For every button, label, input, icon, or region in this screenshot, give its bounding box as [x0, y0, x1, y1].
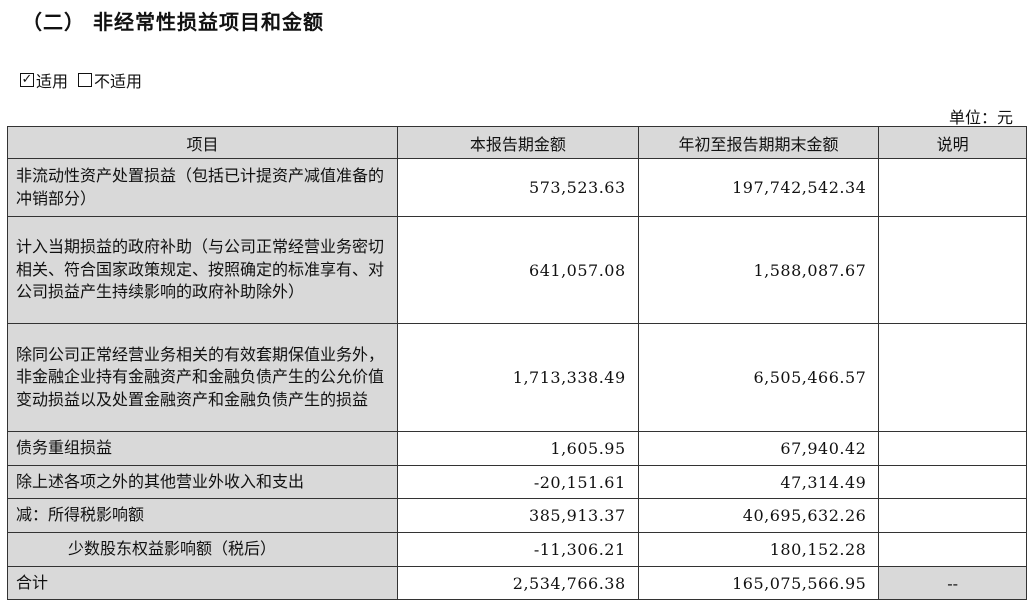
row-item: 非流动性资产处置损益（包括已计提资产减值准备的冲销部分） [6, 158, 399, 217]
row-note [878, 323, 1027, 432]
row-note [878, 431, 1027, 466]
row-ytd-amount: 197,742,542.34 [637, 158, 880, 217]
row-current-amount: 573,523.63 [397, 158, 639, 217]
row-ytd-amount: 1,588,087.67 [637, 216, 880, 324]
row-item: 债务重组损益 [6, 431, 399, 466]
table-row: 少数股东权益影响额（税后） -11,306.21 180,152.28 [6, 532, 1027, 567]
section-title: （二） 非经常性损益项目和金额 [22, 10, 324, 34]
row-note [878, 498, 1027, 533]
unit-label: 单位：元 [948, 108, 1013, 127]
row-ytd-amount: 67,940.42 [637, 431, 880, 466]
table-row: 合计 2,534,766.38 165,075,566.95 -- [6, 566, 1027, 600]
row-note [878, 532, 1027, 567]
table-row: 除上述各项之外的其他营业外收入和支出 -20,151.61 47,314.49 [6, 465, 1027, 499]
header-current: 本报告期金额 [397, 126, 639, 159]
row-item: 除同公司正常经营业务相关的有效套期保值业务外，非金融企业持有金融资产和金融负债产… [6, 323, 399, 432]
table-row: 除同公司正常经营业务相关的有效套期保值业务外，非金融企业持有金融资产和金融负债产… [6, 323, 1027, 432]
row-note [878, 465, 1027, 499]
row-note [878, 158, 1027, 217]
row-item: 计入当期损益的政府补助（与公司正常经营业务密切相关、符合国家政策规定、按照确定的… [6, 216, 399, 324]
row-ytd-amount: 40,695,632.26 [637, 498, 880, 533]
not-applicable-checkbox[interactable] [78, 73, 93, 87]
row-ytd-amount: 180,152.28 [637, 532, 880, 567]
row-item: 合计 [6, 566, 399, 600]
not-applicable-label: 不适用 [94, 72, 143, 91]
table-row: 计入当期损益的政府补助（与公司正常经营业务密切相关、符合国家政策规定、按照确定的… [6, 216, 1027, 324]
table-header-row: 项目 本报告期金额 年初至报告期期末金额 说明 [6, 126, 1027, 159]
header-item: 项目 [6, 126, 399, 159]
row-current-amount: -20,151.61 [397, 465, 639, 499]
row-item: 除上述各项之外的其他营业外收入和支出 [6, 465, 399, 499]
header-ytd: 年初至报告期期末金额 [637, 126, 880, 159]
row-item: 少数股东权益影响额（税后） [6, 532, 399, 567]
applicable-checkbox[interactable]: ✓ [20, 72, 34, 87]
row-ytd-amount: 6,505,466.57 [637, 323, 880, 432]
row-current-amount: 385,913.37 [397, 498, 639, 533]
table-row: 债务重组损益 1,605.95 67,940.42 [6, 431, 1027, 466]
non-recurring-items-table: 项目 本报告期金额 年初至报告期期末金额 说明 非流动性资产处置损益（包括已计提… [6, 126, 1027, 600]
row-ytd-amount: 165,075,566.95 [637, 566, 880, 600]
row-current-amount: 2,534,766.38 [397, 566, 639, 600]
applicability-options: ✓ 适用 不适用 [20, 68, 142, 92]
row-note: -- [878, 566, 1027, 600]
row-ytd-amount: 47,314.49 [637, 465, 880, 499]
table-row: 减：所得税影响额 385,913.37 40,695,632.26 [6, 498, 1027, 533]
row-current-amount: 1,713,338.49 [397, 323, 639, 432]
header-note: 说明 [878, 126, 1027, 159]
table-row: 非流动性资产处置损益（包括已计提资产减值准备的冲销部分） 573,523.63 … [6, 158, 1027, 217]
row-current-amount: 1,605.95 [397, 431, 639, 466]
row-current-amount: 641,057.08 [397, 216, 639, 324]
row-note [878, 216, 1027, 324]
applicable-label: 适用 [36, 72, 69, 91]
row-current-amount: -11,306.21 [397, 532, 639, 567]
row-item: 减：所得税影响额 [6, 498, 399, 533]
